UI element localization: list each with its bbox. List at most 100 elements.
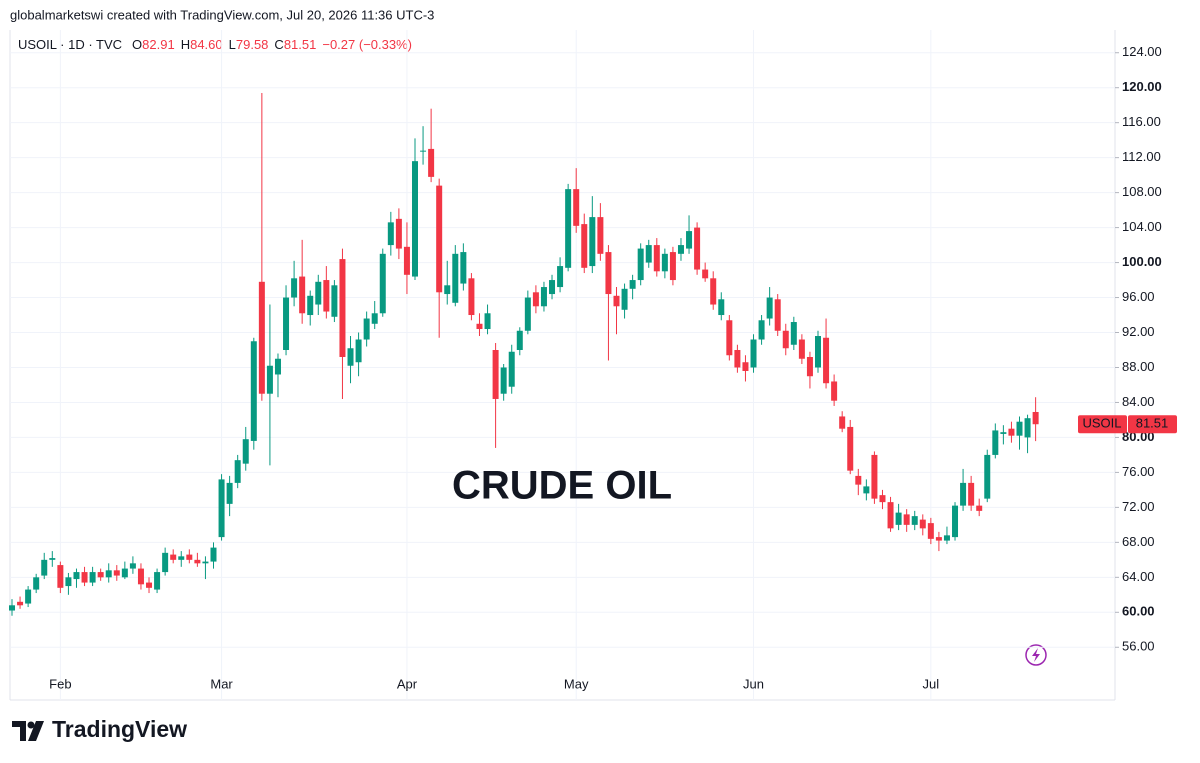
symbol: USOIL · 1D · TVC (18, 37, 122, 52)
y-tick-label: 76.00 (1122, 464, 1155, 479)
candle-body (307, 295, 314, 316)
candle-body (97, 572, 104, 578)
candle-body (339, 259, 346, 357)
candle-body (573, 189, 580, 226)
candle-body (266, 365, 273, 394)
candle-body (702, 269, 709, 279)
y-tick-label: 112.00 (1122, 149, 1161, 164)
candle-body (694, 227, 701, 270)
y-tick-label: 72.00 (1122, 499, 1155, 514)
legend: USOIL · 1D · TVC O82.91 H84.60 L79.58 C81.51… (18, 37, 412, 52)
candle-body (379, 253, 386, 314)
x-tick-label: Mar (210, 676, 233, 691)
candle-body (371, 313, 378, 324)
candle-body (17, 601, 24, 606)
candle-body (597, 217, 604, 254)
candle-body (710, 278, 717, 305)
candle-body (73, 572, 80, 580)
candle-body (742, 362, 749, 371)
candle-body (25, 589, 32, 604)
candle-body (218, 479, 225, 538)
candle-body (613, 295, 620, 307)
candle-body (750, 339, 757, 368)
candle-body (41, 559, 48, 576)
y-tick-label: 116.00 (1122, 114, 1161, 129)
candle-body (89, 572, 96, 583)
candle-body (186, 554, 193, 560)
candle-body (363, 318, 370, 340)
candle-body (1032, 411, 1039, 425)
candle-body (661, 253, 668, 272)
candle-body (968, 482, 975, 506)
candle-body (283, 297, 290, 350)
y-tick-label: 92.00 (1122, 324, 1155, 339)
candle-body (1024, 418, 1031, 438)
price-label-symbol: USOIL (1082, 416, 1121, 431)
candle-body (952, 505, 959, 538)
y-tick-label: 60.00 (1122, 604, 1155, 619)
candle-body (911, 516, 918, 525)
candle-body (9, 605, 15, 611)
legend-line: USOIL · 1D · TVC O82.91 H84.60 L79.58 C81.51… (18, 37, 412, 52)
candle-body (1000, 432, 1007, 434)
candle-body (758, 320, 765, 340)
logo[interactable]: TradingView (12, 716, 187, 742)
candle-body (476, 323, 483, 330)
legend-key: C (274, 37, 283, 52)
candle-body (81, 572, 88, 583)
candle-body (258, 281, 265, 394)
candle-body (549, 280, 556, 295)
x-tick-label: May (564, 676, 589, 691)
candle-body (806, 356, 813, 377)
candle-body (927, 523, 934, 539)
candle-body (565, 189, 572, 268)
candle-body (943, 535, 950, 541)
candle-body (355, 339, 362, 363)
candle-body (557, 266, 564, 288)
y-tick-label: 108.00 (1122, 184, 1162, 199)
candle-body (33, 577, 40, 590)
candle-body (57, 565, 64, 588)
candle-body (935, 537, 942, 541)
candle-body (234, 460, 241, 483)
candle-body (170, 554, 177, 560)
y-tick-label: 84.00 (1122, 394, 1155, 409)
candle-body (154, 572, 161, 590)
candle-body (863, 486, 870, 494)
price-label-bg (1128, 415, 1177, 434)
legend-key: O (132, 37, 142, 52)
candle-body (468, 278, 475, 316)
candle-body (323, 280, 330, 312)
candle-body (412, 161, 418, 277)
candle-body (686, 231, 693, 249)
change: −0.27 (−0.33%) (322, 37, 412, 52)
y-tick-label: 120.00 (1122, 79, 1162, 94)
candle-body (146, 582, 153, 588)
candle-body (871, 454, 878, 499)
candle-body (653, 245, 660, 272)
candle-body (202, 561, 209, 564)
candle-body (960, 482, 967, 506)
candle-body (428, 148, 435, 177)
candle-body (524, 297, 531, 331)
candle-body (242, 439, 249, 464)
candle-body (113, 570, 120, 576)
candle-body (798, 339, 805, 359)
candle-body (992, 430, 999, 455)
y-tick-label: 100.00 (1122, 254, 1162, 269)
y-tick-label: 104.00 (1122, 219, 1162, 234)
legend-key: H (181, 37, 190, 52)
candle-body (1016, 421, 1023, 436)
candle-body (718, 299, 725, 316)
lightning-icon[interactable] (1025, 644, 1047, 666)
candle-body (403, 246, 410, 275)
x-tick-label: Jun (743, 676, 764, 691)
annotation: CRUDE OIL (452, 464, 672, 508)
y-tick-label: 124.00 (1122, 44, 1162, 59)
x-tick-label: Feb (49, 676, 71, 691)
x-tick-label: Jul (923, 676, 940, 691)
candle-body (484, 313, 491, 330)
candle-body (1008, 428, 1015, 436)
candle-body (444, 285, 451, 295)
candle-body (855, 475, 862, 485)
